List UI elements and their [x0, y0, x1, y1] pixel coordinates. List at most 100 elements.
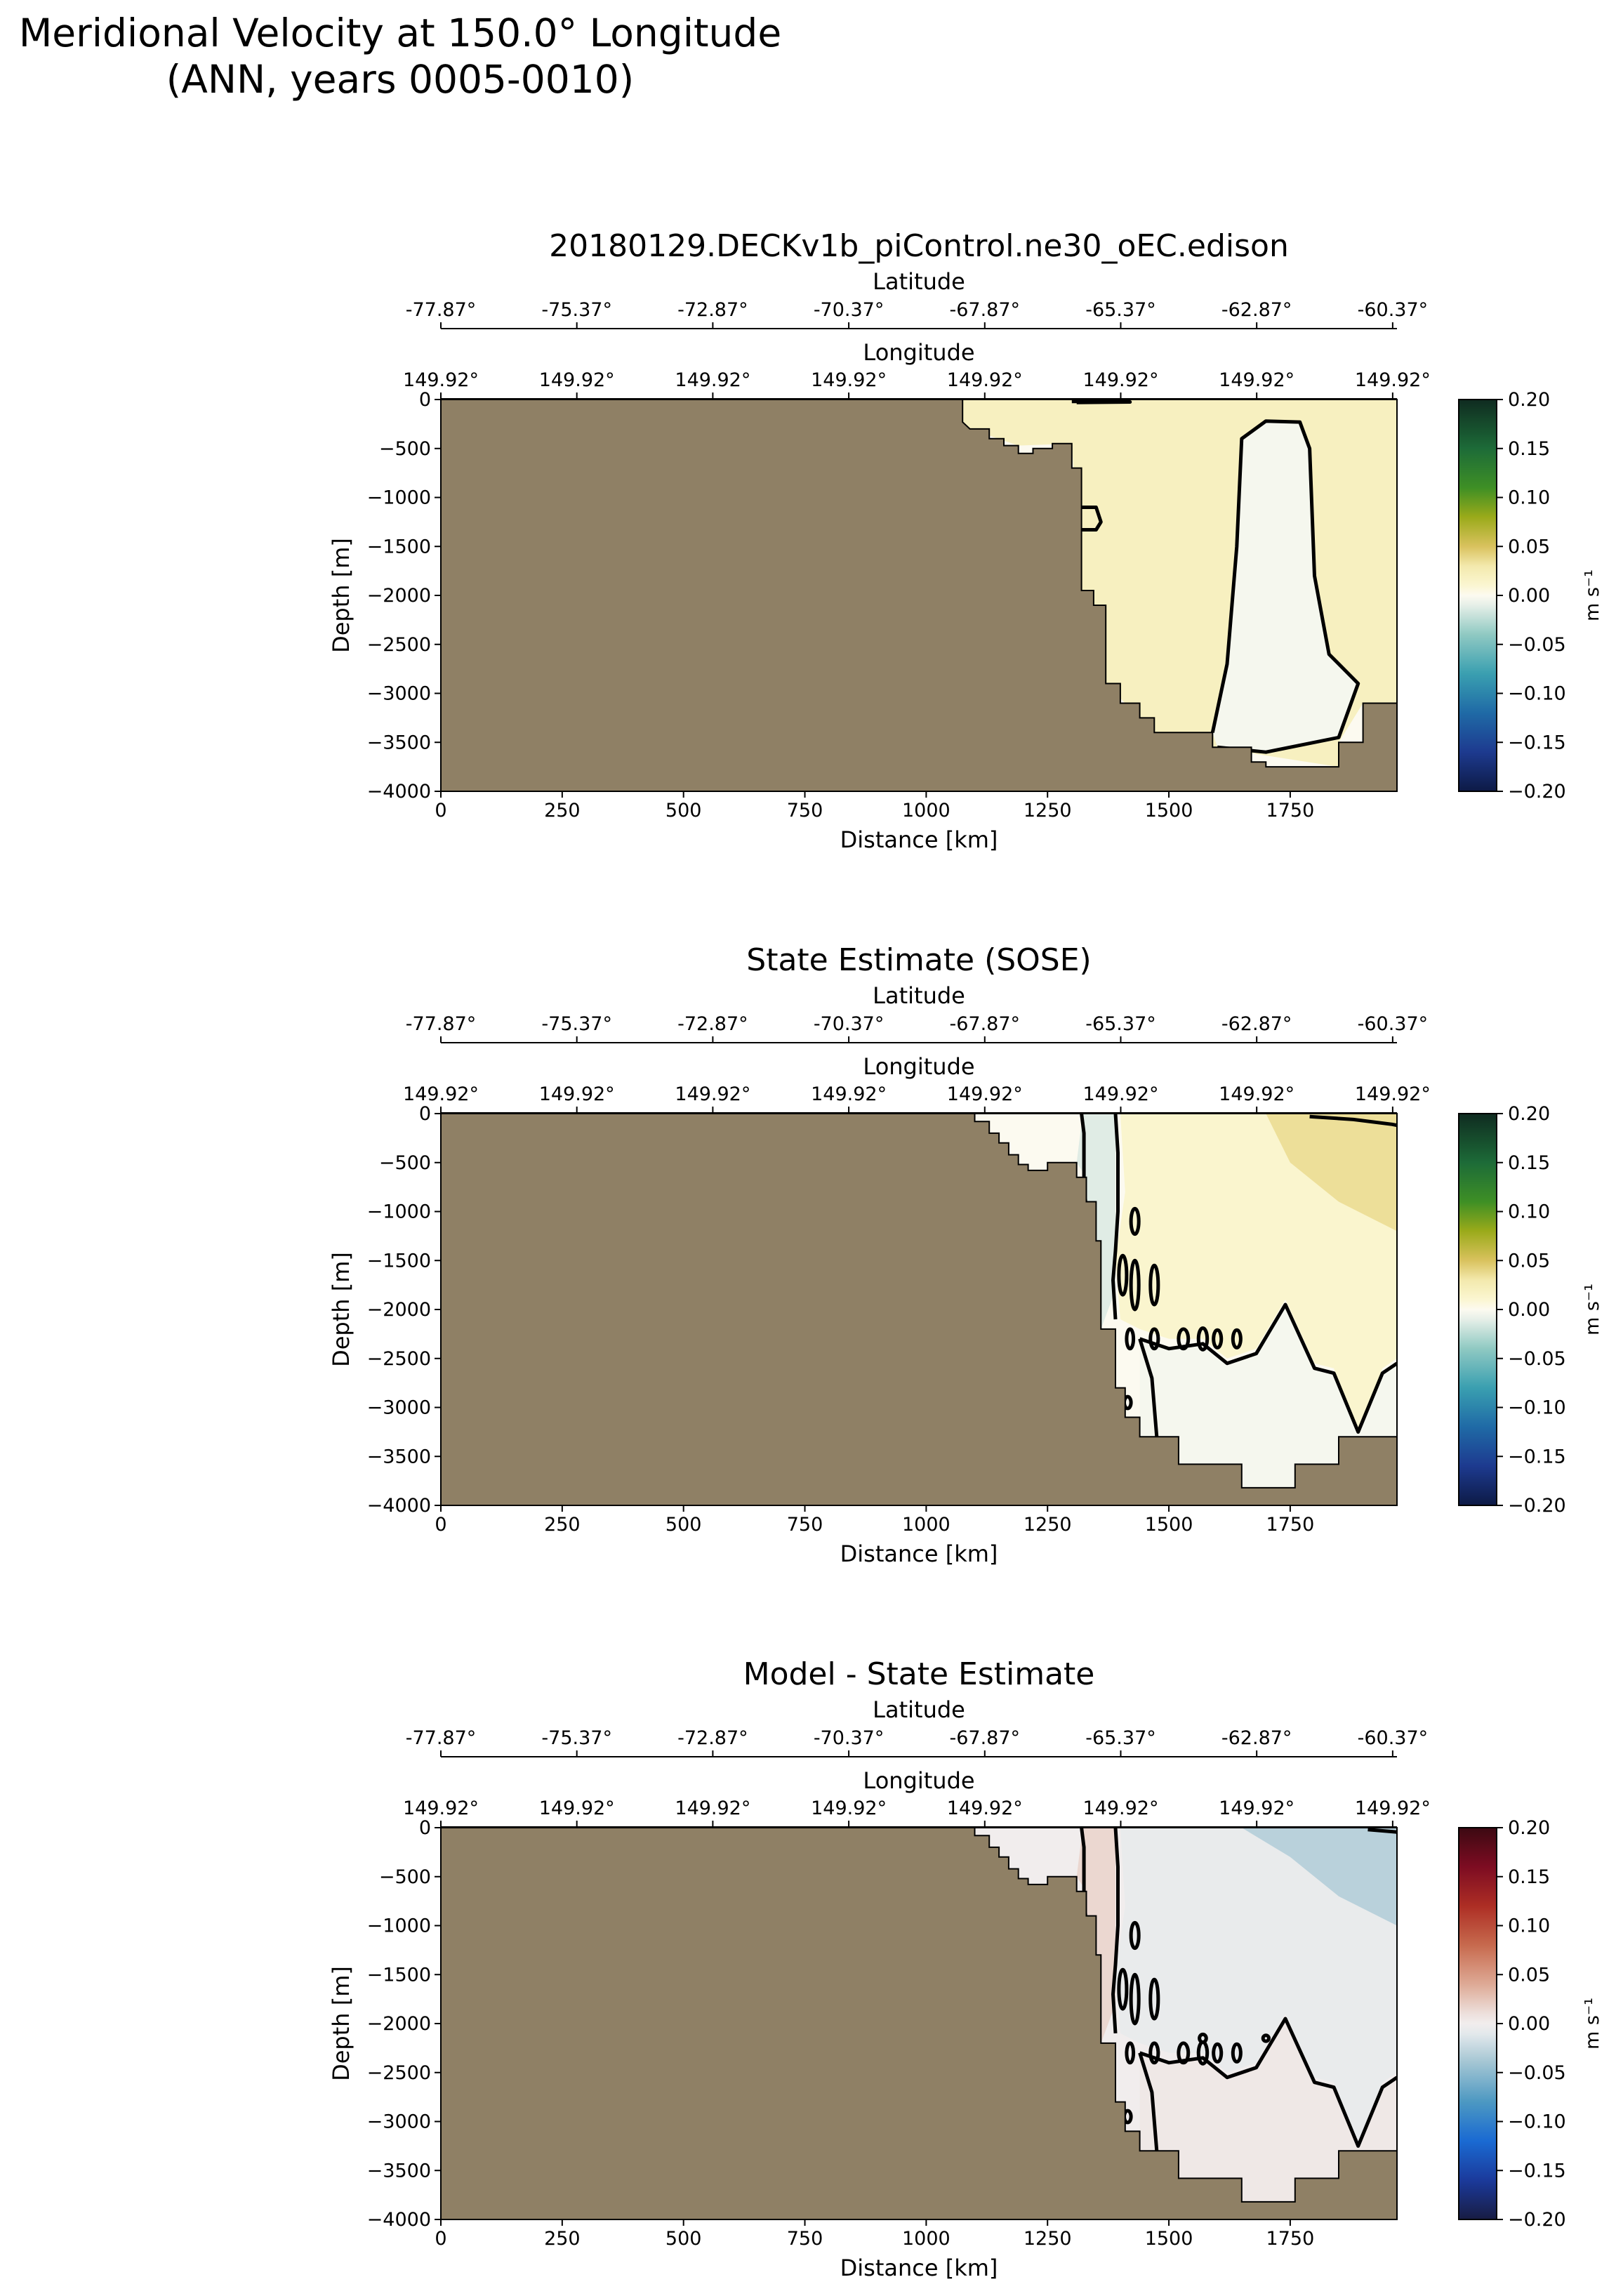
zero-contour — [1139, 1302, 1397, 1434]
longitude-tick-label: 149.92° — [675, 1797, 750, 1819]
y-tick-label: −500 — [379, 1152, 431, 1174]
x-tick-label: 1000 — [902, 2228, 951, 2250]
latitude-tick-label: -67.87° — [950, 299, 1021, 321]
colorbar-tick-label: 0.20 — [1508, 1103, 1550, 1125]
longitude-tick-label: 149.92° — [1082, 1083, 1158, 1105]
longitude-tick-label: 149.92° — [811, 1797, 887, 1819]
figure-title: Meridional Velocity at 150.0° Longitude … — [14, 10, 786, 103]
x-axis-label: Distance [km] — [840, 826, 998, 853]
latitude-tick-label: -70.37° — [814, 1013, 885, 1035]
y-tick-label: −2000 — [367, 585, 431, 607]
zero-contour-oval — [1129, 1920, 1141, 1951]
latitude-axis-label: Latitude — [873, 268, 965, 295]
colorbar-tick-label: −0.05 — [1508, 634, 1566, 656]
longitude-tick-label: 149.92° — [1355, 369, 1431, 391]
y-axis-label: Depth [m] — [328, 538, 355, 653]
x-axis-label: Distance [km] — [840, 1540, 998, 1567]
x-tick-label: 1250 — [1024, 2228, 1072, 2250]
colorbar-tick-label: −0.05 — [1508, 1348, 1566, 1370]
latitude-tick-label: -67.87° — [950, 1013, 1021, 1035]
latitude-tick-label: -72.87° — [677, 299, 748, 321]
plot-area — [441, 1828, 1397, 2219]
longitude-axis-label: Longitude — [863, 1053, 974, 1080]
colorbar — [1458, 1113, 1497, 1506]
y-tick-label: −3000 — [367, 683, 431, 705]
latitude-tick-label: -75.37° — [541, 1013, 612, 1035]
colorbar-tick-label: 0.05 — [1508, 1250, 1550, 1272]
x-tick-label: 0 — [435, 2228, 446, 2250]
x-tick-label: 1250 — [1024, 800, 1072, 822]
colorbar-tick-label: 0.20 — [1508, 389, 1550, 411]
x-axis-label: Distance [km] — [840, 2255, 998, 2281]
colorbar-tick-label: −0.15 — [1508, 2160, 1566, 2182]
y-tick-label: −500 — [379, 1866, 431, 1888]
zero-contour-oval — [1117, 1253, 1129, 1297]
x-tick-label: 500 — [665, 800, 702, 822]
y-tick-label: −1000 — [367, 487, 431, 509]
colorbar-tick-label: −0.10 — [1508, 1397, 1566, 1419]
colorbar-tick-label: −0.15 — [1508, 732, 1566, 753]
longitude-tick-label: 149.92° — [675, 1083, 750, 1105]
longitude-tick-label: 149.92° — [403, 1083, 479, 1105]
colorbar-tick-label: 0.10 — [1508, 487, 1550, 509]
panel-title: Model - State Estimate — [743, 1656, 1095, 1692]
longitude-tick-label: 149.92° — [947, 1797, 1023, 1819]
plot-area — [441, 1114, 1397, 1505]
colorbar-tick-label: 0.15 — [1508, 1866, 1550, 1888]
colorbar — [1458, 1827, 1497, 2220]
y-tick-label: −2500 — [367, 634, 431, 656]
colorbar-label: m s⁻¹ — [1582, 1998, 1603, 2050]
x-tick-label: 750 — [787, 1514, 823, 1536]
latitude-tick-label: -70.37° — [814, 299, 885, 321]
zero-contour-oval — [1231, 1328, 1243, 1350]
colorbar-tick-label: 0.15 — [1508, 438, 1550, 460]
zero-contour — [1210, 419, 1360, 754]
latitude-axis-label: Latitude — [873, 982, 965, 1009]
zero-contour-oval — [1212, 2042, 1224, 2064]
x-tick-label: 1000 — [902, 1514, 951, 1536]
longitude-tick-label: 149.92° — [947, 1083, 1023, 1105]
chart-panel-2: 0 250 500 750 1000 1250 1500 1750 Distance [km] 0… — [328, 942, 1603, 1567]
panel-title: State Estimate (SOSE) — [746, 942, 1091, 978]
y-tick-label: −1500 — [367, 1250, 431, 1272]
colorbar-tick-label: −0.20 — [1508, 781, 1566, 803]
y-tick-label: −2000 — [367, 2013, 431, 2035]
x-tick-label: 1000 — [902, 800, 951, 822]
y-tick-label: −2500 — [367, 1348, 431, 1370]
y-tick-label: −4000 — [367, 781, 431, 803]
zero-contour — [1138, 2052, 1159, 2151]
x-tick-label: 1750 — [1266, 2228, 1315, 2250]
longitude-tick-label: 149.92° — [811, 1083, 887, 1105]
longitude-tick-label: 149.92° — [947, 369, 1023, 391]
longitude-tick-label: 149.92° — [675, 369, 750, 391]
colorbar-tick-label: −0.20 — [1508, 2209, 1566, 2231]
y-tick-label: −3500 — [367, 2160, 431, 2182]
latitude-tick-label: -75.37° — [541, 1727, 612, 1749]
y-tick-label: −4000 — [367, 2209, 431, 2231]
zero-contour-oval — [1148, 2041, 1160, 2065]
panel-title: 20180129.DECKv1b_piControl.ne30_oEC.edis… — [549, 228, 1289, 264]
y-axis-label: Depth [m] — [328, 1252, 355, 1367]
latitude-tick-label: -72.87° — [677, 1727, 748, 1749]
zero-contour — [1071, 400, 1132, 404]
longitude-tick-label: 149.92° — [811, 369, 887, 391]
colorbar-label: m s⁻¹ — [1582, 569, 1603, 621]
latitude-tick-label: -65.37° — [1085, 1013, 1156, 1035]
zero-contour-oval — [1129, 1972, 1141, 2026]
x-tick-label: 500 — [665, 1514, 702, 1536]
velocity-fill-region — [1266, 1114, 1397, 1232]
zero-contour-oval — [1212, 1328, 1224, 1350]
latitude-tick-label: -60.37° — [1358, 1013, 1429, 1035]
colorbar-tick-label: 0.00 — [1508, 585, 1550, 607]
zero-contour — [1081, 506, 1103, 532]
latitude-tick-label: -75.37° — [541, 299, 612, 321]
longitude-tick-label: 149.92° — [1219, 1797, 1294, 1819]
latitude-tick-label: -70.37° — [814, 1727, 885, 1749]
latitude-tick-label: -60.37° — [1358, 1727, 1429, 1749]
x-tick-label: 0 — [435, 1514, 446, 1536]
longitude-tick-label: 149.92° — [1355, 1083, 1431, 1105]
zero-contour-oval — [1231, 2042, 1243, 2064]
colorbar-label: m s⁻¹ — [1582, 1284, 1603, 1335]
zero-contour — [1111, 1114, 1120, 1320]
